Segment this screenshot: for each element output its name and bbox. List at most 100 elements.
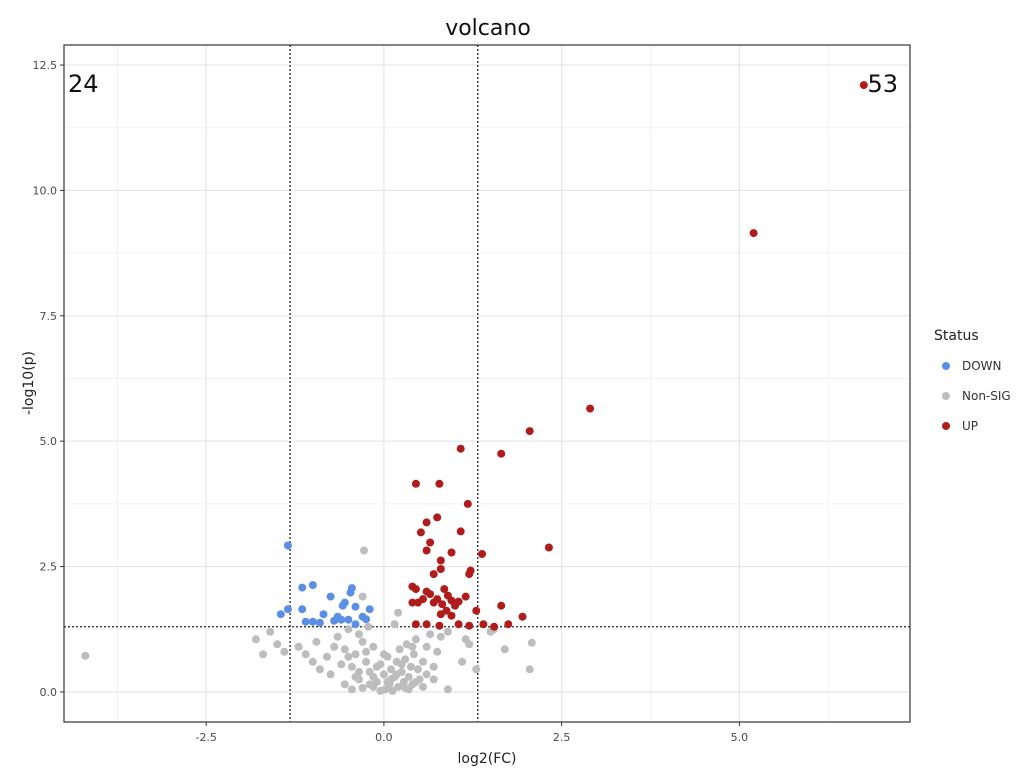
point-non-sig [344, 652, 353, 661]
point-up [429, 598, 438, 607]
chart-title: volcano [445, 16, 531, 41]
plot-border [63, 44, 911, 723]
point-non-sig [429, 675, 438, 684]
point-down [346, 588, 355, 597]
point-non-sig [312, 637, 321, 646]
point-up [465, 621, 474, 630]
point-up [416, 528, 425, 537]
point-up [504, 620, 513, 629]
point-non-sig [422, 642, 431, 651]
point-non-sig [251, 635, 260, 644]
point-non-sig [387, 675, 395, 684]
point-non-sig [372, 662, 381, 671]
point-non-sig [323, 652, 331, 661]
point-non-sig [379, 650, 388, 659]
up-count-label: 53 [867, 70, 898, 98]
x-tick-label: 5.0 [731, 731, 749, 744]
point-non-sig [280, 647, 289, 656]
point-non-sig [397, 660, 406, 669]
legend-items: DOWN Non-SIG UP [942, 359, 1011, 433]
point-non-sig [365, 680, 374, 689]
point-down [326, 592, 335, 601]
point-non-sig [436, 632, 445, 641]
point-up [433, 513, 442, 522]
point-down [330, 616, 339, 625]
point-up [436, 556, 445, 565]
point-non-sig [358, 637, 367, 646]
point-non-sig [379, 670, 388, 679]
point-non-sig [399, 677, 408, 686]
y-tick-label: 5.0 [40, 435, 58, 448]
point-up [525, 427, 534, 436]
point-down [298, 605, 307, 614]
point-non-sig [351, 650, 360, 659]
point-down [298, 583, 307, 592]
point-down [362, 615, 371, 624]
point-up [447, 611, 456, 620]
point-up [447, 548, 456, 557]
point-non-sig [394, 608, 403, 617]
point-down [308, 581, 317, 590]
point-up [454, 620, 463, 629]
point-up [859, 81, 868, 90]
point-up [544, 543, 553, 552]
point-non-sig [525, 665, 534, 674]
plot-panel [64, 45, 910, 722]
point-non-sig [340, 645, 349, 654]
point-non-sig [273, 640, 282, 649]
point-non-sig [472, 665, 481, 674]
point-up [411, 585, 420, 594]
point-up [472, 606, 481, 615]
point-non-sig [369, 672, 378, 681]
data-points [81, 81, 868, 695]
legend-title: Status [934, 328, 979, 344]
y-axis: 0.0 2.5 5.0 7.5 10.0 12.5 [33, 59, 64, 699]
y-axis-title: -log10(p) [21, 351, 37, 415]
point-non-sig [390, 620, 399, 629]
legend: Status DOWN Non-SIG UP [934, 328, 1011, 433]
point-non-sig [362, 647, 371, 656]
point-non-sig [500, 645, 509, 654]
point-non-sig [388, 686, 397, 695]
point-up [518, 612, 527, 621]
point-non-sig [315, 665, 324, 674]
point-non-sig [419, 657, 427, 666]
point-down [319, 610, 328, 619]
legend-swatch [942, 362, 950, 370]
point-non-sig [337, 660, 346, 669]
point-up [422, 620, 431, 629]
point-non-sig [351, 672, 360, 681]
point-up [438, 600, 447, 609]
point-non-sig [347, 662, 356, 671]
legend-swatch [942, 392, 950, 400]
point-up [497, 601, 506, 610]
point-non-sig [81, 651, 90, 660]
point-down [283, 541, 292, 550]
grid-lines [64, 45, 910, 722]
point-non-sig [395, 645, 404, 654]
point-non-sig [527, 638, 536, 647]
point-up [497, 449, 506, 458]
x-tick-label: 2.5 [553, 731, 571, 744]
point-up [426, 538, 435, 547]
point-up [749, 229, 758, 238]
point-non-sig [326, 670, 335, 679]
point-non-sig [266, 627, 275, 636]
point-non-sig [344, 625, 353, 634]
point-non-sig [458, 657, 467, 666]
point-up [429, 570, 438, 579]
legend-label: Non-SIG [962, 389, 1011, 403]
point-up [411, 620, 420, 629]
point-non-sig [333, 632, 342, 641]
point-non-sig [330, 642, 339, 651]
point-down [351, 602, 360, 611]
point-non-sig [429, 662, 438, 671]
point-down [315, 618, 324, 627]
point-up [426, 590, 435, 599]
x-axis-title: log2(FC) [457, 751, 516, 767]
point-up [479, 620, 488, 629]
point-non-sig [404, 672, 413, 681]
point-non-sig [259, 650, 268, 659]
point-down [365, 605, 374, 614]
point-up [408, 598, 417, 607]
